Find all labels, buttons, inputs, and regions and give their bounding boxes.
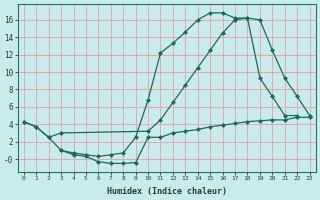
X-axis label: Humidex (Indice chaleur): Humidex (Indice chaleur) [107, 187, 227, 196]
